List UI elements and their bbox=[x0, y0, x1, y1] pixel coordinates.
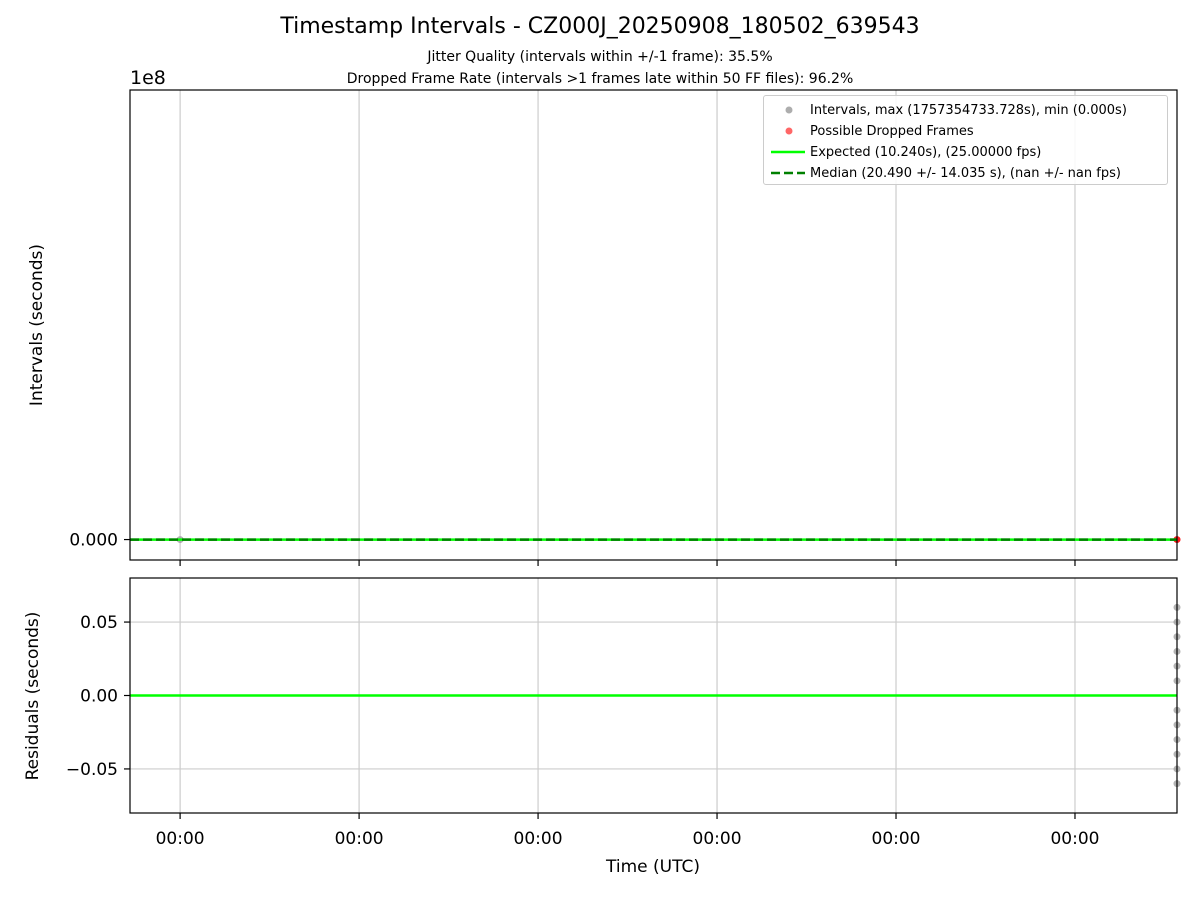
intervals-y-axis-label: Intervals (seconds) bbox=[27, 244, 47, 406]
legend: Intervals, max (1757354733.728s), min (0… bbox=[763, 95, 1168, 185]
legend-item-expected: Expected (10.240s), (25.00000 fps) bbox=[764, 142, 1169, 162]
legend-label-expected: Expected (10.240s), (25.00000 fps) bbox=[810, 145, 1042, 160]
legend-marker-intervals bbox=[785, 106, 793, 114]
legend-item-intervals: Intervals, max (1757354733.728s), min (0… bbox=[764, 100, 1169, 120]
intervals-ticks: 0.0001.598 bbox=[69, 531, 1076, 566]
x-tick-label: 00:00 bbox=[514, 829, 563, 849]
intervals-axes-frame bbox=[129, 89, 1178, 561]
legend-line-median bbox=[771, 171, 805, 175]
jitter-quality-subtitle: Jitter Quality (intervals within +/-1 fr… bbox=[427, 49, 773, 65]
legend-line-expected bbox=[771, 150, 805, 154]
x-axis-label: Time (UTC) bbox=[605, 857, 700, 877]
residuals-y-axis-label: Residuals (seconds) bbox=[23, 612, 43, 781]
residuals-y-tick-label: 0.05 bbox=[80, 613, 118, 633]
x-tick-label: 00:00 bbox=[872, 829, 921, 849]
x-tick-label: 00:00 bbox=[156, 829, 205, 849]
legend-item-median: Median (20.490 +/- 14.035 s), (nan +/- n… bbox=[764, 163, 1169, 183]
chart-title: Timestamp Intervals - CZ000J_20250908_18… bbox=[280, 14, 920, 39]
residuals-ticks: 00:00 00:00 00:00 00:00 00:00 00:00 −0.05 0.00 0… bbox=[66, 613, 1100, 849]
x-tick-label: 00:00 bbox=[1050, 829, 1099, 849]
residuals-y-tick-label: 0.00 bbox=[80, 687, 118, 707]
intervals-offset-label: 1e8 bbox=[130, 67, 166, 89]
x-tick-label: 00:00 bbox=[693, 829, 742, 849]
x-tick-label: 00:00 bbox=[335, 829, 384, 849]
legend-label-intervals: Intervals, max (1757354733.728s), min (0… bbox=[810, 103, 1127, 118]
residuals-series bbox=[130, 603, 1181, 788]
dropped-frame-rate-subtitle: Dropped Frame Rate (intervals >1 frames … bbox=[346, 71, 854, 87]
residuals-y-tick-label: −0.05 bbox=[66, 760, 118, 780]
legend-label-dropped-frames: Possible Dropped Frames bbox=[810, 124, 974, 139]
legend-marker-dropped-frames bbox=[785, 127, 793, 135]
legend-item-dropped-frames: Possible Dropped Frames bbox=[764, 121, 1169, 141]
legend-label-median: Median (20.490 +/- 14.035 s), (nan +/- n… bbox=[810, 166, 1121, 181]
intervals-series bbox=[130, 536, 1181, 544]
intervals-y-tick-label: 0.000 bbox=[69, 531, 118, 551]
